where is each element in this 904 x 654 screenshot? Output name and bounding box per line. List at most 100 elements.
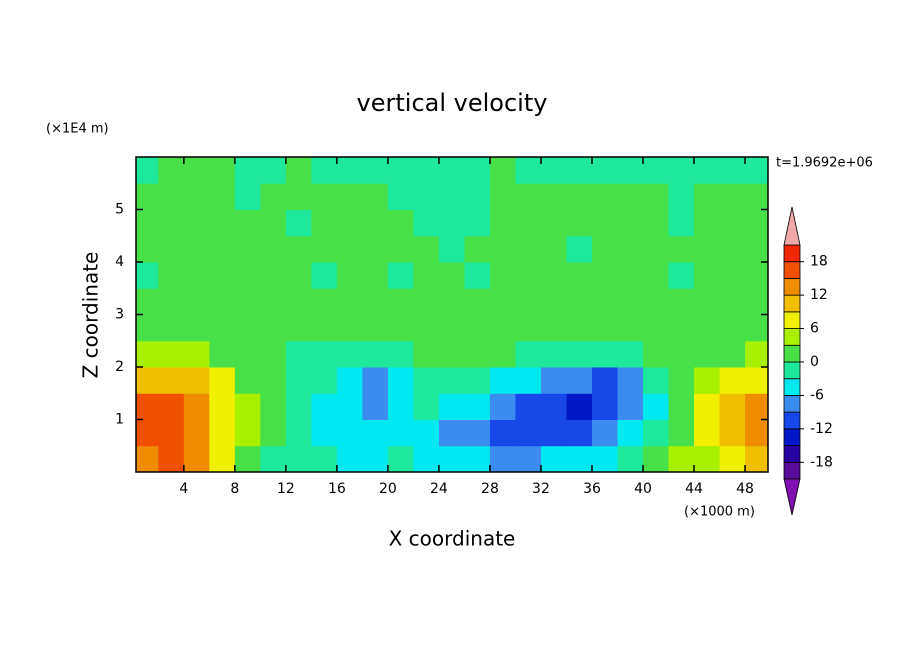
contour-cell: [540, 314, 567, 342]
contour-cell: [362, 367, 389, 394]
contour-cell: [515, 314, 542, 342]
contour-cell: [591, 209, 618, 237]
x-tick-label: 24: [430, 481, 448, 497]
contour-cell: [643, 393, 670, 420]
contour-cell: [694, 262, 721, 289]
contour-cell: [285, 235, 312, 263]
colorbar-tick-label: 6: [810, 321, 819, 337]
contour-cell: [158, 340, 185, 368]
contour-cell: [234, 340, 261, 368]
contour-cell: [643, 288, 670, 315]
colorbar-tick-label: -12: [810, 421, 833, 437]
contour-cell: [209, 209, 236, 237]
contour-cell: [387, 445, 414, 472]
contour-cell: [464, 209, 491, 237]
contour-cell: [694, 445, 721, 472]
contour-cell: [183, 314, 210, 342]
contour-cell: [413, 157, 440, 184]
contour-cell: [209, 314, 236, 342]
colorbar-tick-label: 12: [810, 287, 828, 303]
contour-cell: [489, 419, 516, 447]
contour-cell: [136, 393, 159, 420]
contour-cell: [668, 445, 695, 472]
contour-cell: [515, 419, 542, 447]
contour-cell: [438, 262, 465, 289]
contour-cell: [336, 262, 363, 289]
contour-cell: [209, 367, 236, 394]
contour-cell: [719, 419, 746, 447]
x-axis-label: X coordinate: [389, 527, 516, 551]
contour-cell: [719, 235, 746, 263]
contour-cell: [591, 314, 618, 342]
contour-cell: [158, 183, 185, 210]
y-tick-label: 1: [115, 412, 124, 428]
contour-cell: [591, 367, 618, 394]
contour-cell: [719, 367, 746, 394]
contour-cell: [591, 157, 618, 184]
contour-cell: [591, 393, 618, 420]
contour-cell: [719, 209, 746, 237]
contour-cell: [694, 288, 721, 315]
contour-cell: [489, 367, 516, 394]
contour-cell: [464, 288, 491, 315]
contour-cell: [464, 367, 491, 394]
contour-cell: [438, 445, 465, 472]
contour-cell: [136, 419, 159, 447]
contour-cell: [464, 235, 491, 263]
contour-cell: [285, 157, 312, 184]
contour-cell: [515, 183, 542, 210]
contour-cell: [668, 419, 695, 447]
contour-cell: [745, 183, 768, 210]
contour-cell: [719, 183, 746, 210]
contour-cell: [362, 157, 389, 184]
contour-cell: [719, 445, 746, 472]
contour-cell: [209, 288, 236, 315]
contour-cell: [136, 314, 159, 342]
contour-cell: [234, 445, 261, 472]
colorbar-band: [783, 244, 801, 263]
contour-cell: [643, 367, 670, 394]
x-tick-label: 12: [277, 481, 295, 497]
contour-cell: [617, 367, 644, 394]
contour-cell: [387, 209, 414, 237]
contour-cell: [136, 367, 159, 394]
contour-cell: [617, 157, 644, 184]
contour-cell: [136, 262, 159, 289]
contour-cell: [668, 262, 695, 289]
contour-cell: [136, 235, 159, 263]
contour-cell: [311, 209, 338, 237]
contour-cell: [413, 393, 440, 420]
contour-cell: [234, 235, 261, 263]
contour-cell: [158, 419, 185, 447]
x-tick-label: 28: [481, 481, 499, 497]
contour-cell: [260, 445, 287, 472]
contour-cell: [336, 209, 363, 237]
contour-cell: [209, 340, 236, 368]
contour-cell: [311, 262, 338, 289]
contour-cell: [387, 157, 414, 184]
contour-cell: [413, 235, 440, 263]
contour-cell: [183, 157, 210, 184]
x-tick-label: 20: [379, 481, 397, 497]
contour-cell: [413, 183, 440, 210]
contour-cell: [438, 419, 465, 447]
contour-cell: [234, 157, 261, 184]
contour-cell: [719, 262, 746, 289]
contour-cell: [694, 419, 721, 447]
contour-cell: [719, 393, 746, 420]
contour-cell: [387, 314, 414, 342]
contour-cell: [464, 340, 491, 368]
contour-cell: [183, 209, 210, 237]
colorbar-over: [783, 206, 801, 246]
contour-cell: [668, 209, 695, 237]
contour-cell: [285, 183, 312, 210]
contour-cell: [489, 340, 516, 368]
contour-cell: [745, 445, 768, 472]
contour-cell: [209, 235, 236, 263]
contour-cell: [515, 367, 542, 394]
contour-cell: [260, 419, 287, 447]
contour-cell: [515, 393, 542, 420]
contour-cell: [183, 183, 210, 210]
contour-cell: [260, 183, 287, 210]
